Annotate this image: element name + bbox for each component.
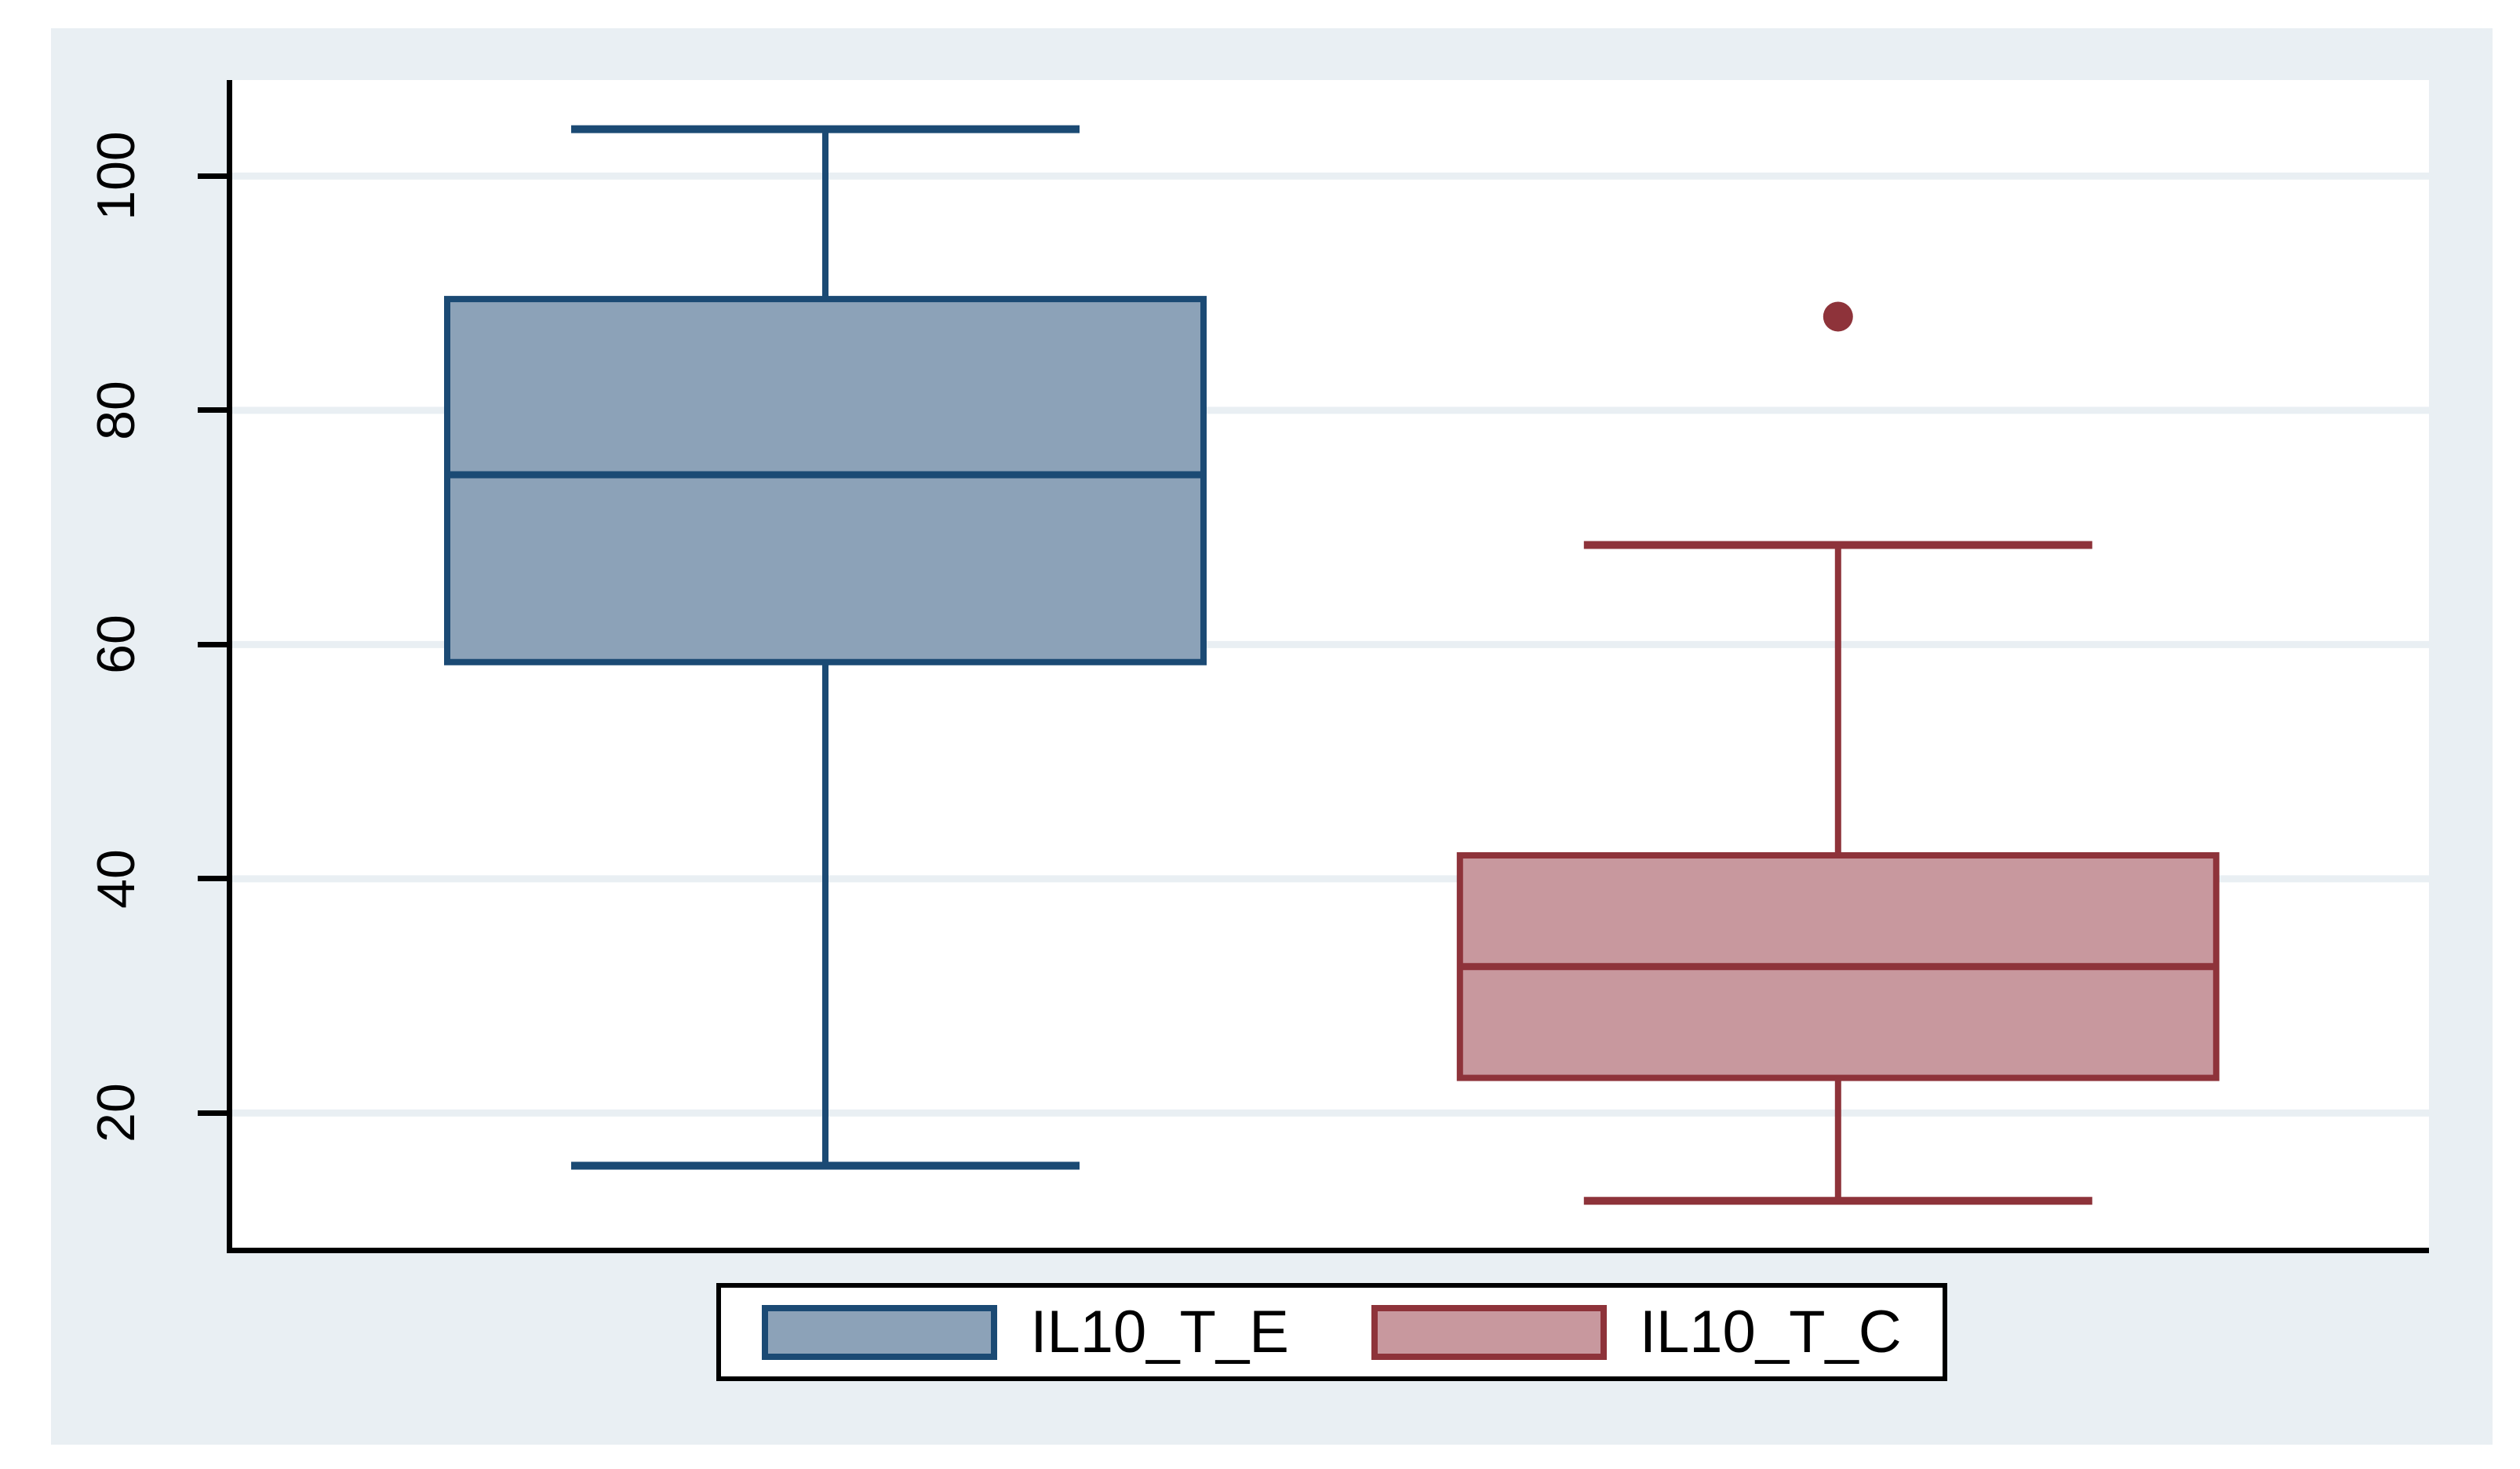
- legend-label-il10-t-c: IL10_T_C: [1639, 1298, 1902, 1365]
- y-tick-label-40: 40: [86, 849, 146, 909]
- legend-swatch-il10-t-c: [1371, 1304, 1607, 1360]
- y-axis-line: [227, 80, 232, 1253]
- y-tick-40: [198, 876, 227, 882]
- boxplot-IL10_T_E: [444, 125, 1207, 1170]
- y-tick-label-60: 60: [86, 614, 146, 675]
- legend-swatch-il10-t-e: [762, 1304, 998, 1360]
- outlier-marker: [1823, 301, 1853, 332]
- legend-label-il10-t-e: IL10_T_E: [1030, 1298, 1289, 1365]
- x-axis-line: [227, 1248, 2429, 1253]
- legend-item-il10-t-e: IL10_T_E: [762, 1298, 1289, 1365]
- legend-item-il10-t-c: IL10_T_C: [1371, 1298, 1902, 1365]
- y-tick-60: [198, 641, 227, 647]
- y-tick-20: [198, 1110, 227, 1116]
- boxplot-canvas: [232, 125, 2429, 1205]
- iqr-box: [444, 296, 1207, 665]
- y-tick-label-100: 100: [86, 131, 146, 221]
- boxplot-IL10_T_C: [1456, 301, 2220, 1205]
- y-tick-label-20: 20: [86, 1083, 146, 1143]
- y-tick-80: [198, 407, 227, 414]
- plot-region: [232, 80, 2429, 1248]
- y-tick-label-80: 80: [86, 381, 146, 440]
- y-tick-100: [198, 173, 227, 179]
- legend: IL10_T_E IL10_T_C: [716, 1283, 1947, 1381]
- graph-region: IL10_T_E IL10_T_C 20 40 60 80 100: [51, 28, 2493, 1445]
